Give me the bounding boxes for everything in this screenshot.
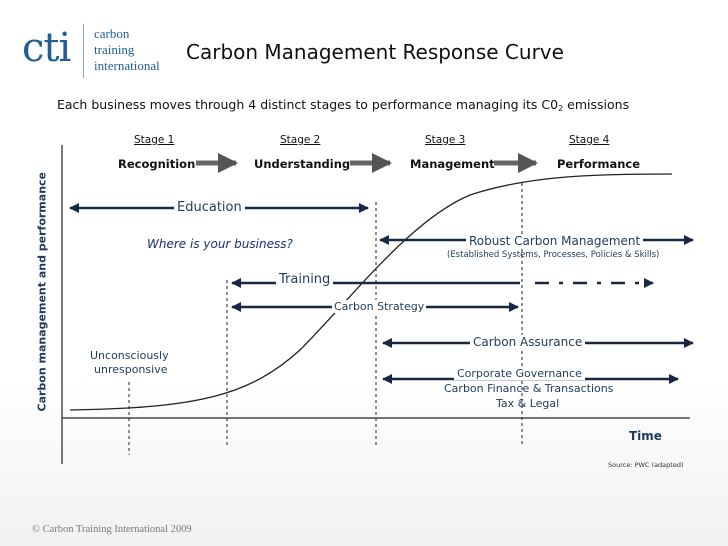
stage-3-number: Stage 3 [425, 134, 466, 146]
carbon-strategy-label: Carbon Strategy [332, 300, 427, 313]
stage-4-number: Stage 4 [569, 134, 610, 146]
robust-management-label: Robust Carbon Management [466, 234, 644, 248]
stage-dividers [128, 183, 523, 455]
logo-word-international: international [94, 58, 160, 73]
training-label: Training [276, 272, 334, 287]
robust-management-detail: (Established Systems, Processes, Policie… [447, 250, 660, 260]
subtitle-subscript: 2 [558, 104, 564, 113]
education-label: Education [174, 200, 245, 215]
unconscious-label-line-2: unresponsive [94, 363, 168, 376]
stage-2-name: Understanding [254, 157, 351, 171]
carbon-assurance-label: Carbon Assurance [470, 335, 586, 349]
where-is-your-business-label: Where is your business? [147, 237, 293, 251]
cti-logo-mark: cti [22, 25, 71, 71]
copyright-footer: © Carbon Training International 2009 [32, 524, 192, 535]
x-axis-label: Time [629, 429, 662, 443]
governance-label-line-2: Carbon Finance & Transactions [444, 382, 614, 395]
stage-1-number: Stage 1 [134, 134, 175, 146]
governance-label-line-1: Corporate Governance [454, 367, 585, 380]
unconscious-label-line-1: Unconsciously [90, 349, 169, 362]
stage-3-name: Management [410, 157, 495, 171]
subtitle-main: Each business moves through 4 distinct s… [57, 97, 559, 112]
subtitle-end: emissions [563, 97, 630, 112]
stage-4-name: Performance [557, 157, 641, 171]
logo-word-carbon: carbon [94, 26, 130, 41]
logo-word-training: training [94, 42, 135, 57]
stage-1-name: Recognition [118, 157, 196, 171]
stage-2-number: Stage 2 [280, 134, 321, 146]
page-subtitle: Each business moves through 4 distinct s… [57, 97, 629, 113]
source-note: Source: PWC (adapted) [608, 461, 684, 469]
page-title: Carbon Management Response Curve [186, 40, 564, 64]
governance-label-line-3: Tax & Legal [496, 397, 560, 410]
logo-divider [83, 24, 84, 78]
y-axis-label: Carbon management and performance [35, 171, 49, 412]
response-s-curve [69, 173, 673, 411]
